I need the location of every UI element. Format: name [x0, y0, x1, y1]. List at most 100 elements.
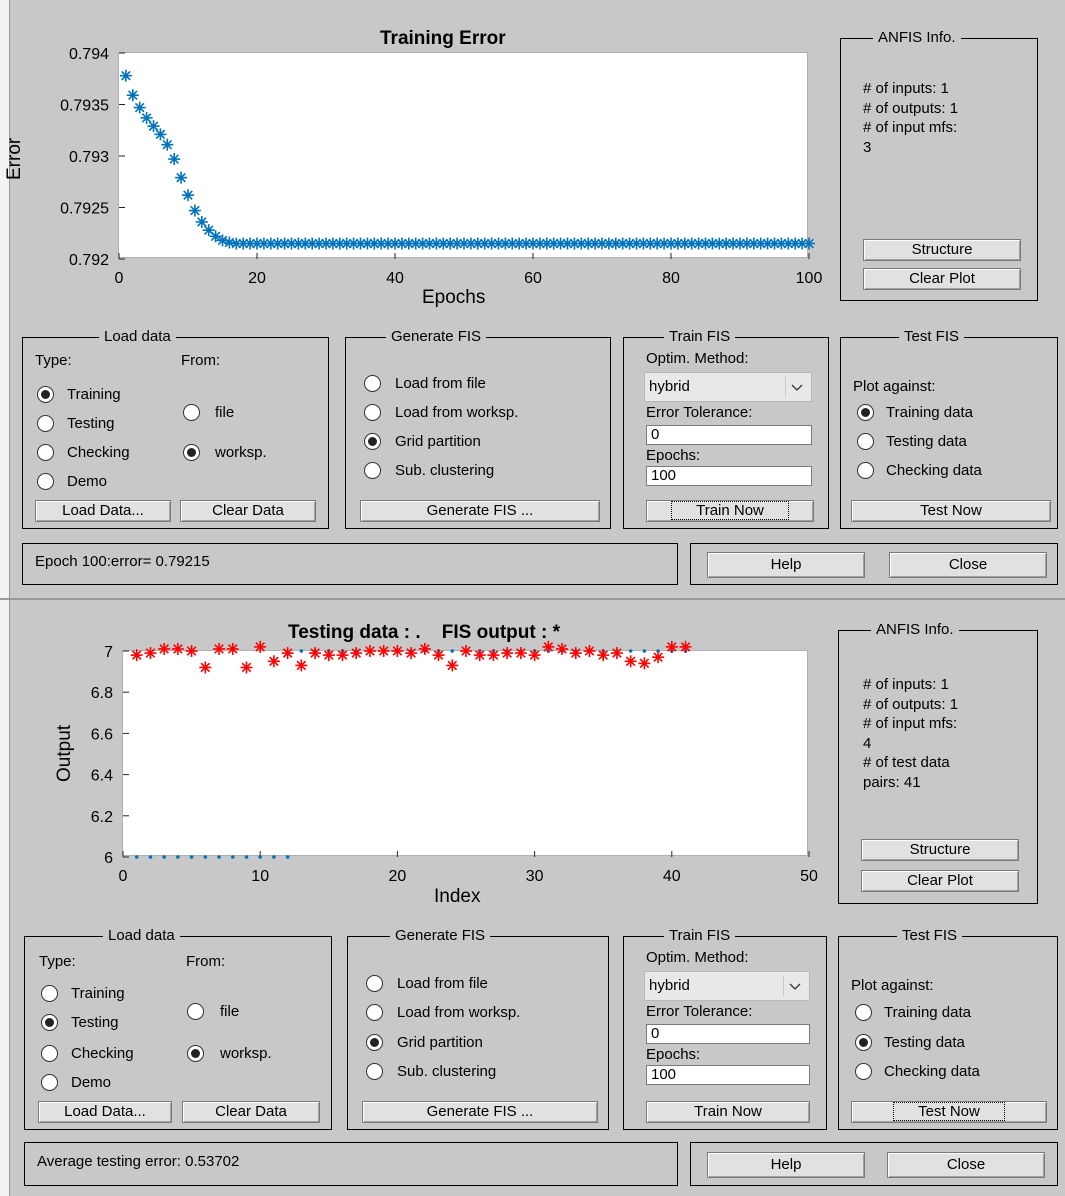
- radio-label: Checking data: [886, 462, 982, 479]
- radio-worksp[interactable]: [183, 444, 200, 461]
- radio-load-from-file[interactable]: [366, 975, 383, 992]
- radio-testing[interactable]: [37, 415, 54, 432]
- clear-data-button[interactable]: Clear Data: [180, 500, 316, 522]
- data-point-dot: [272, 855, 276, 859]
- test-now-button[interactable]: Test Now: [851, 500, 1051, 522]
- generate-fis-button[interactable]: Generate FIS ...: [360, 500, 600, 522]
- radio-label: Training data: [886, 404, 973, 421]
- anfis-info-text: # of inputs: 1 # of outputs: 1 # of inpu…: [863, 79, 958, 157]
- test-fis-panel: Test FIS Plot against: Training data Tes…: [840, 328, 1058, 529]
- data-point-star: [405, 647, 418, 660]
- radio-label: Sub. clustering: [395, 462, 495, 479]
- test-now-button[interactable]: Test Now: [851, 1101, 1047, 1123]
- radio-testing-data[interactable]: [857, 433, 874, 450]
- radio-label: Grid partition: [397, 1034, 483, 1051]
- radio-file[interactable]: [183, 404, 200, 421]
- radio-file[interactable]: [187, 1003, 204, 1020]
- radio-checking-data[interactable]: [857, 462, 874, 479]
- status-bar: Epoch 100:error= 0.79215: [22, 543, 678, 585]
- y-axis-label: Error: [4, 137, 25, 180]
- x-tick-label: 40: [386, 270, 404, 287]
- train-now-button[interactable]: Train Now: [646, 500, 814, 522]
- close-button[interactable]: Close: [889, 552, 1047, 578]
- optim-method-select[interactable]: hybrid: [644, 971, 810, 1001]
- help-button[interactable]: Help: [707, 1152, 865, 1178]
- data-point-star: [597, 649, 610, 662]
- y-tick-label: 6.6: [91, 726, 113, 743]
- radio-training[interactable]: [41, 985, 58, 1002]
- info-line: # of outputs: 1: [863, 695, 959, 713]
- radio-load-from-worksp[interactable]: [364, 404, 381, 421]
- data-point-star: [251, 237, 263, 250]
- generate-fis-button[interactable]: Generate FIS ...: [362, 1101, 598, 1123]
- load-data-button[interactable]: Load Data...: [38, 1101, 172, 1123]
- data-point-star: [782, 237, 795, 250]
- radio-grid-partition[interactable]: [364, 433, 381, 450]
- radio-sub-clustering[interactable]: [364, 462, 381, 479]
- clear-plot-button[interactable]: Clear Plot: [861, 870, 1019, 892]
- x-axis-label: Epochs: [422, 287, 486, 308]
- data-point-dot: [217, 855, 221, 859]
- epochs-input[interactable]: 100: [646, 1065, 810, 1085]
- optim-method-select[interactable]: hybrid: [644, 372, 812, 402]
- radio-training-data[interactable]: [857, 404, 874, 421]
- data-point-star: [789, 237, 802, 250]
- info-line: # of inputs: 1: [863, 676, 949, 693]
- anfis-window-bottom: Testing data : . FIS output : * Output I…: [0, 598, 1065, 1196]
- data-point-star: [418, 642, 431, 655]
- epochs-input[interactable]: 100: [646, 466, 812, 486]
- data-point-star: [556, 642, 569, 655]
- radio-load-from-file[interactable]: [364, 375, 381, 392]
- plot-against-label: Plot against:: [851, 977, 934, 994]
- clear-plot-button[interactable]: Clear Plot: [863, 268, 1021, 290]
- x-tick-label: 60: [524, 270, 542, 287]
- load-data-button[interactable]: Load Data...: [35, 500, 171, 522]
- help-button[interactable]: Help: [707, 552, 865, 578]
- data-point-star: [182, 189, 194, 202]
- radio-label: Load from worksp.: [395, 404, 519, 421]
- data-point-star: [501, 647, 514, 660]
- panel-title: Train FIS: [664, 927, 736, 944]
- optim-method-label: Optim. Method:: [646, 949, 749, 966]
- radio-worksp[interactable]: [187, 1045, 204, 1062]
- data-point-star: [542, 640, 555, 653]
- radio-checking[interactable]: [41, 1045, 58, 1062]
- train-now-button[interactable]: Train Now: [646, 1101, 810, 1123]
- panel-title: Test FIS: [899, 328, 965, 345]
- data-point-star: [230, 237, 243, 250]
- radio-demo[interactable]: [41, 1074, 58, 1091]
- x-tick-label: 20: [248, 270, 266, 287]
- plot-title: Training Error: [380, 28, 506, 49]
- radio-training[interactable]: [37, 386, 54, 403]
- y-tick-label: 0.792: [69, 252, 109, 269]
- radio-checking[interactable]: [37, 444, 54, 461]
- radio-checking-data[interactable]: [855, 1063, 872, 1080]
- structure-button[interactable]: Structure: [861, 839, 1019, 861]
- data-point-star: [499, 237, 512, 250]
- testing-data-plot[interactable]: 0 10 20 30 40 50 7 6.8 6.6 6.4 6.2 6: [91, 640, 818, 885]
- data-point-star: [168, 153, 181, 166]
- training-error-plot[interactable]: 0 20 40 60 80 100 0.794 0.7935 0.793 0.7925 0.792: [60, 46, 822, 287]
- close-button[interactable]: Close: [887, 1152, 1045, 1178]
- structure-button[interactable]: Structure: [863, 239, 1021, 261]
- data-point-star: [610, 647, 623, 660]
- radio-load-from-worksp[interactable]: [366, 1004, 383, 1021]
- error-tolerance-input[interactable]: 0: [646, 1024, 810, 1044]
- data-point-star: [554, 237, 567, 250]
- radio-training-data[interactable]: [855, 1004, 872, 1021]
- radio-testing[interactable]: [41, 1014, 58, 1031]
- radio-sub-clustering[interactable]: [366, 1063, 383, 1080]
- data-point-dot: [203, 855, 208, 859]
- data-point-star: [692, 237, 705, 250]
- data-point-star: [154, 128, 167, 141]
- data-point-star: [432, 649, 445, 662]
- info-line: # of input mfs:: [863, 119, 958, 136]
- radio-testing-data[interactable]: [855, 1034, 872, 1051]
- data-point-star: [267, 655, 280, 668]
- clear-data-button[interactable]: Clear Data: [182, 1101, 320, 1123]
- radio-demo[interactable]: [37, 473, 54, 490]
- error-tolerance-input[interactable]: 0: [646, 425, 812, 445]
- radio-grid-partition[interactable]: [366, 1034, 383, 1051]
- data-point-dot: [162, 855, 166, 859]
- y-tick-label: 6.2: [91, 809, 113, 826]
